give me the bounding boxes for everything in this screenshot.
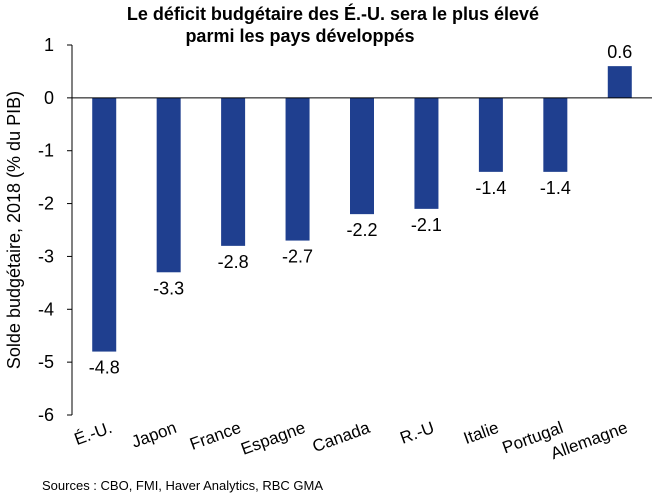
data-label: -2.8 <box>218 252 249 272</box>
y-tick-label: -3 <box>38 246 54 266</box>
bar <box>414 97 439 209</box>
data-label: -2.1 <box>411 215 442 235</box>
data-label: -4.8 <box>89 358 120 378</box>
bar <box>478 97 503 172</box>
y-tick-label: -4 <box>38 299 54 319</box>
chart-title-line-2: parmi les pays développés <box>185 26 414 46</box>
category-label: Japon <box>129 418 179 452</box>
axes <box>71 45 652 415</box>
category-label: Espagne <box>238 418 308 459</box>
category-label: Italie <box>461 418 501 448</box>
y-tick-label: 1 <box>44 35 54 55</box>
data-label: -2.7 <box>282 247 313 267</box>
bar <box>285 97 310 241</box>
y-tick-label: -2 <box>38 194 54 214</box>
data-label: -1.4 <box>540 178 571 198</box>
chart-title-line-1: Le déficit budgétaire des É.-U. sera le … <box>127 3 539 24</box>
y-tick-label: 0 <box>44 88 54 108</box>
chart-title: Le déficit budgétaire des É.-U. sera le … <box>127 3 539 46</box>
y-axis-title: Solde budgétaire, 2018 (% du PIB) <box>4 91 24 369</box>
bar <box>607 66 632 98</box>
bar <box>156 97 181 273</box>
bar <box>221 97 246 246</box>
data-label: -2.2 <box>346 220 377 240</box>
bars <box>92 66 632 352</box>
bar <box>92 97 117 352</box>
y-tick-label: -5 <box>38 352 54 372</box>
category-label: R.-U <box>397 418 436 448</box>
data-label: -3.3 <box>153 278 184 298</box>
y-tick-label: -1 <box>38 141 54 161</box>
y-axis-ticks: 1 0 -1 -2 -3 -4 -5 -6 <box>38 35 72 425</box>
category-label: Canada <box>310 418 373 456</box>
source-note: Sources : CBO, FMI, Haver Analytics, RBC… <box>42 478 323 493</box>
bar <box>350 97 374 215</box>
data-labels: -4.8 -3.3 -2.8 -2.7 -2.2 -2.1 -1.4 -1.4 0.6 <box>89 42 633 377</box>
category-label: France <box>187 418 243 454</box>
data-label: -1.4 <box>475 178 506 198</box>
bar <box>543 97 568 172</box>
category-label: É.-U. <box>72 418 115 449</box>
y-tick-label: -6 <box>38 405 54 425</box>
data-label: 0.6 <box>607 42 632 62</box>
